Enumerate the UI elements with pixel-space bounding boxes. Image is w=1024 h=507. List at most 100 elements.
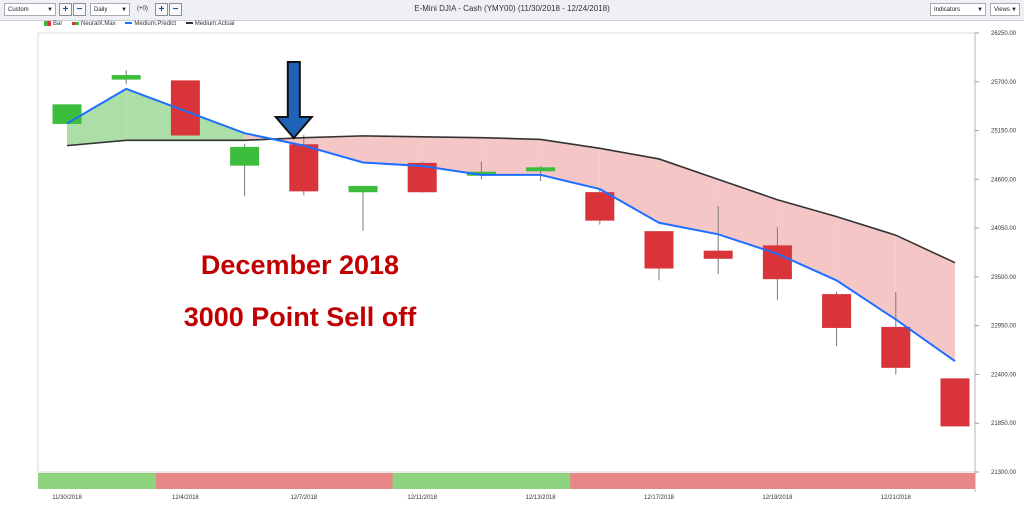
candle-body bbox=[881, 326, 911, 368]
bear-fill-region bbox=[836, 216, 896, 320]
signal-strip-segment bbox=[866, 473, 926, 489]
chart-title: E-Mini DJIA - Cash (YMY00) (11/30/2018 -… bbox=[414, 4, 610, 13]
candle bbox=[52, 104, 82, 124]
signal-strip-segment bbox=[38, 473, 98, 489]
signal-strip-segment bbox=[925, 473, 976, 489]
candle bbox=[940, 378, 970, 427]
y-tick-label: 24600.00 bbox=[991, 177, 1017, 183]
bear-fill-region bbox=[303, 135, 363, 163]
interval-select-value: Daily bbox=[94, 7, 108, 13]
y-tick-label: 25150.00 bbox=[991, 129, 1017, 135]
signal-strip-segment bbox=[274, 473, 334, 489]
y-tick-label: 24050.00 bbox=[991, 226, 1017, 232]
y-tick-label: 21850.00 bbox=[991, 421, 1017, 427]
bear-fill-region bbox=[599, 148, 659, 223]
views-label: Views bbox=[994, 7, 1010, 13]
legend-predict-label: Medium.Predict bbox=[134, 21, 177, 28]
candle bbox=[170, 80, 200, 136]
candle-body bbox=[940, 378, 970, 427]
y-tick-label: 26250.00 bbox=[991, 31, 1017, 37]
x-tick-label: 12/19/2018 bbox=[762, 495, 793, 501]
chevron-down-icon: ▼ bbox=[1011, 7, 1017, 13]
down-arrow-icon bbox=[273, 61, 314, 140]
candle bbox=[822, 291, 852, 347]
signal-strip-segment bbox=[451, 473, 512, 489]
y-tick-label: 22400.00 bbox=[991, 372, 1017, 378]
x-tick-label: 11/30/2018 bbox=[52, 495, 82, 501]
zoom-in-button[interactable]: + bbox=[59, 3, 72, 16]
candle-body bbox=[644, 231, 674, 269]
legend-bar: Bar bbox=[44, 21, 62, 27]
legend-neuralx: NeuralX.Max bbox=[72, 21, 116, 27]
candle-body bbox=[52, 104, 82, 124]
candle bbox=[289, 134, 319, 196]
bull-fill-region bbox=[67, 88, 127, 146]
chevron-down-icon: ▼ bbox=[977, 7, 983, 13]
signal-strip-segment bbox=[747, 473, 808, 489]
y-tick-label: 23500.00 bbox=[991, 275, 1017, 281]
x-tick-label: 12/11/2018 bbox=[407, 495, 437, 501]
x-tick-label: 12/17/2018 bbox=[644, 495, 675, 501]
bear-fill-region bbox=[422, 136, 482, 175]
x-tick-label: 12/4/2018 bbox=[172, 495, 199, 501]
candle bbox=[111, 70, 141, 85]
signal-strip-segment bbox=[333, 473, 394, 489]
signal-strip-segment bbox=[511, 473, 571, 489]
zoom-out-button[interactable]: − bbox=[73, 3, 86, 16]
view-select-value: Custom bbox=[8, 7, 29, 13]
legend-actual-label: Medium.Actual bbox=[194, 21, 235, 28]
legend-bar-label: Bar bbox=[53, 21, 63, 28]
bear-fill-region bbox=[363, 135, 423, 167]
candle bbox=[703, 205, 733, 275]
view-select[interactable]: Custom ▼ bbox=[4, 3, 56, 16]
legend-predict: Medium.Predict bbox=[125, 21, 176, 27]
y-tick-label: 21300.00 bbox=[991, 470, 1017, 476]
add-button[interactable]: + bbox=[155, 3, 168, 16]
signal-strip-segment bbox=[215, 473, 275, 489]
signal-strip-segment bbox=[807, 473, 867, 489]
candle-body bbox=[585, 192, 615, 221]
candle-body bbox=[348, 185, 378, 193]
annotation-line1: December 2018 bbox=[200, 250, 400, 280]
x-tick-label: 12/13/2018 bbox=[526, 495, 557, 501]
signal-strip-segment bbox=[392, 473, 453, 489]
candle-body bbox=[230, 146, 260, 166]
candle-body bbox=[289, 144, 319, 192]
chevron-down-icon: ▼ bbox=[47, 7, 53, 13]
actual-line-icon bbox=[185, 22, 193, 25]
y-tick-label: 25700.00 bbox=[991, 80, 1017, 86]
candle-body bbox=[822, 294, 852, 328]
candle-body bbox=[111, 75, 141, 80]
candle-body bbox=[703, 250, 733, 259]
signal-strip-segment bbox=[629, 473, 690, 489]
bear-fill-region bbox=[540, 139, 600, 190]
signal-strip-segment bbox=[96, 473, 157, 489]
views-select[interactable]: Views ▼ bbox=[990, 3, 1020, 16]
chart-toolbar: Custom ▼ + − Daily ▼ (+0) + − E-Mini DJI… bbox=[0, 0, 1024, 21]
indicators-select[interactable]: Indicators ▼ bbox=[930, 3, 986, 16]
legend-actual: Medium.Actual bbox=[185, 21, 235, 28]
bear-fill-region bbox=[659, 158, 719, 235]
candle-body bbox=[526, 167, 556, 172]
signal-strip-segment bbox=[155, 473, 216, 489]
x-tick-label: 12/21/2018 bbox=[881, 495, 912, 501]
candle bbox=[881, 291, 911, 375]
signal-strip-segment bbox=[688, 473, 749, 489]
interval-select[interactable]: Daily ▼ bbox=[90, 3, 130, 16]
candle bbox=[526, 166, 556, 182]
candle bbox=[230, 143, 260, 197]
bear-fill-region bbox=[718, 179, 778, 254]
candle bbox=[348, 185, 378, 231]
y-tick-label: 22950.00 bbox=[991, 324, 1017, 330]
annotation-line2: 3000 Point Sell off bbox=[183, 302, 417, 332]
x-tick-label: 12/7/2018 bbox=[290, 495, 317, 501]
remove-button[interactable]: − bbox=[169, 3, 182, 16]
predict-line-icon bbox=[125, 22, 133, 25]
indicators-label: Indicators bbox=[934, 7, 961, 13]
legend-neuralx-label: NeuralX.Max bbox=[81, 21, 116, 28]
candle bbox=[644, 231, 674, 281]
offset-label: (+0) bbox=[137, 6, 148, 12]
neuralx-swatch-icon bbox=[72, 21, 80, 25]
medium-predict-line bbox=[66, 87, 956, 362]
